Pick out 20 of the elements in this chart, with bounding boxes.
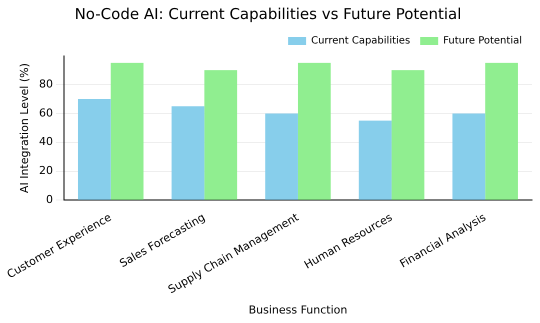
y-tick-label: 0 [46,193,53,206]
bar [392,70,424,200]
bar [485,62,518,200]
legend-label: Current Capabilities [311,36,410,47]
bar [78,99,111,200]
bar [110,62,144,200]
legend-label: Future Potential [443,36,522,47]
bar [265,113,298,200]
bar [452,113,486,200]
y-tick-label: 80 [38,77,53,90]
chart-title: No-Code AI: Current Capabilities vs Future Potential [74,4,462,23]
y-tick-label: 40 [38,135,53,148]
x-axis-title: Business Function [248,303,348,316]
bar [204,70,238,200]
y-axis-title: AI Integration Level (%) [18,63,32,194]
y-tick-label: 20 [38,164,53,178]
bar [172,106,204,200]
bar [358,120,392,200]
y-tick-label: 60 [38,106,53,120]
bar [298,62,331,200]
